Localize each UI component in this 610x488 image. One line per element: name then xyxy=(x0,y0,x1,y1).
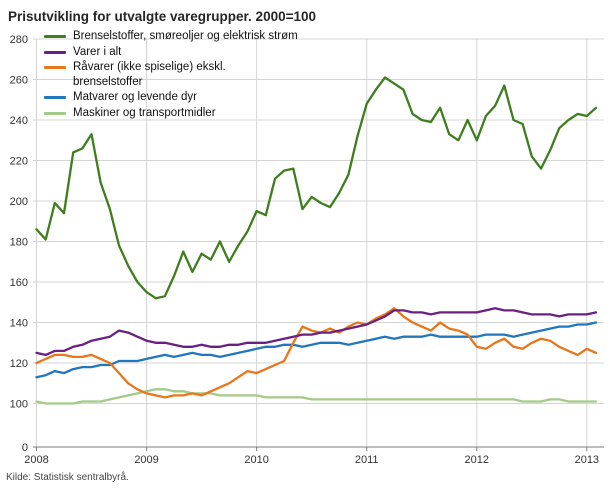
chart-legend: Brenselstoffer, smøreoljer og elektrisk … xyxy=(44,29,298,120)
y-tick-label: 200 xyxy=(10,196,28,208)
x-tick-label: 2012 xyxy=(465,454,489,466)
series-line-2 xyxy=(35,307,598,399)
y-tick-label: 0 xyxy=(22,442,28,454)
x-tick-label: 2011 xyxy=(355,454,379,466)
legend-item-0: Brenselstoffer, smøreoljer og elektrisk … xyxy=(44,29,298,44)
legend-swatch-icon xyxy=(44,111,66,115)
y-tick-label: 260 xyxy=(10,75,28,87)
price-line-chart: 0 100 120 140 160 180 200 220 240 260 280 2008 2009 2… xyxy=(10,34,604,466)
legend-label: Varer i alt xyxy=(73,45,122,58)
y-tick-label: 220 xyxy=(10,156,28,168)
source-note: Kilde: Statistisk sentralbyrå. xyxy=(6,472,129,483)
chart-title: Prisutvikling for utvalgte varegrupper. … xyxy=(8,9,317,24)
y-tick-label: 120 xyxy=(10,358,28,370)
legend-swatch-icon xyxy=(44,35,66,38)
y-tick-label: 140 xyxy=(10,318,28,330)
x-tick-label: 2013 xyxy=(575,454,599,466)
x-tick-label: 2008 xyxy=(24,454,48,466)
series-line-0 xyxy=(35,76,598,300)
y-tick-label: 240 xyxy=(10,115,28,127)
legend-item-3: Matvarer og levende dyr xyxy=(44,90,298,105)
y-tick-label: 180 xyxy=(10,237,28,249)
legend-label: Maskiner og transportmidler xyxy=(73,106,216,119)
y-tick-label: 100 xyxy=(10,399,28,411)
legend-label: Brenselstoffer, smøreoljer og elektrisk … xyxy=(73,30,298,42)
legend-label: Råvarer (ikke spiselige) ekskl. brensels… xyxy=(73,61,226,88)
y-tick-label: 280 xyxy=(10,34,28,46)
legend-label: Matvarer og levende dyr xyxy=(73,91,198,103)
legend-item-2: Råvarer (ikke spiselige) ekskl. brensels… xyxy=(44,60,298,89)
legend-item-4: Maskiner og transportmidler xyxy=(44,106,298,121)
x-tick-label: 2009 xyxy=(134,454,158,466)
series-line-1 xyxy=(35,307,598,357)
x-tick-label: 2010 xyxy=(244,454,268,466)
y-tick-label: 160 xyxy=(10,277,28,289)
legend-swatch-icon xyxy=(44,50,66,54)
legend-swatch-icon xyxy=(44,66,66,69)
legend-swatch-icon xyxy=(44,96,66,99)
series-line-4 xyxy=(35,388,598,405)
legend-item-1: Varer i alt xyxy=(44,45,298,60)
chart-area: 0 100 120 140 160 180 200 220 240 260 280 2008 2009 2… xyxy=(0,27,610,472)
series-line-3 xyxy=(35,321,598,379)
